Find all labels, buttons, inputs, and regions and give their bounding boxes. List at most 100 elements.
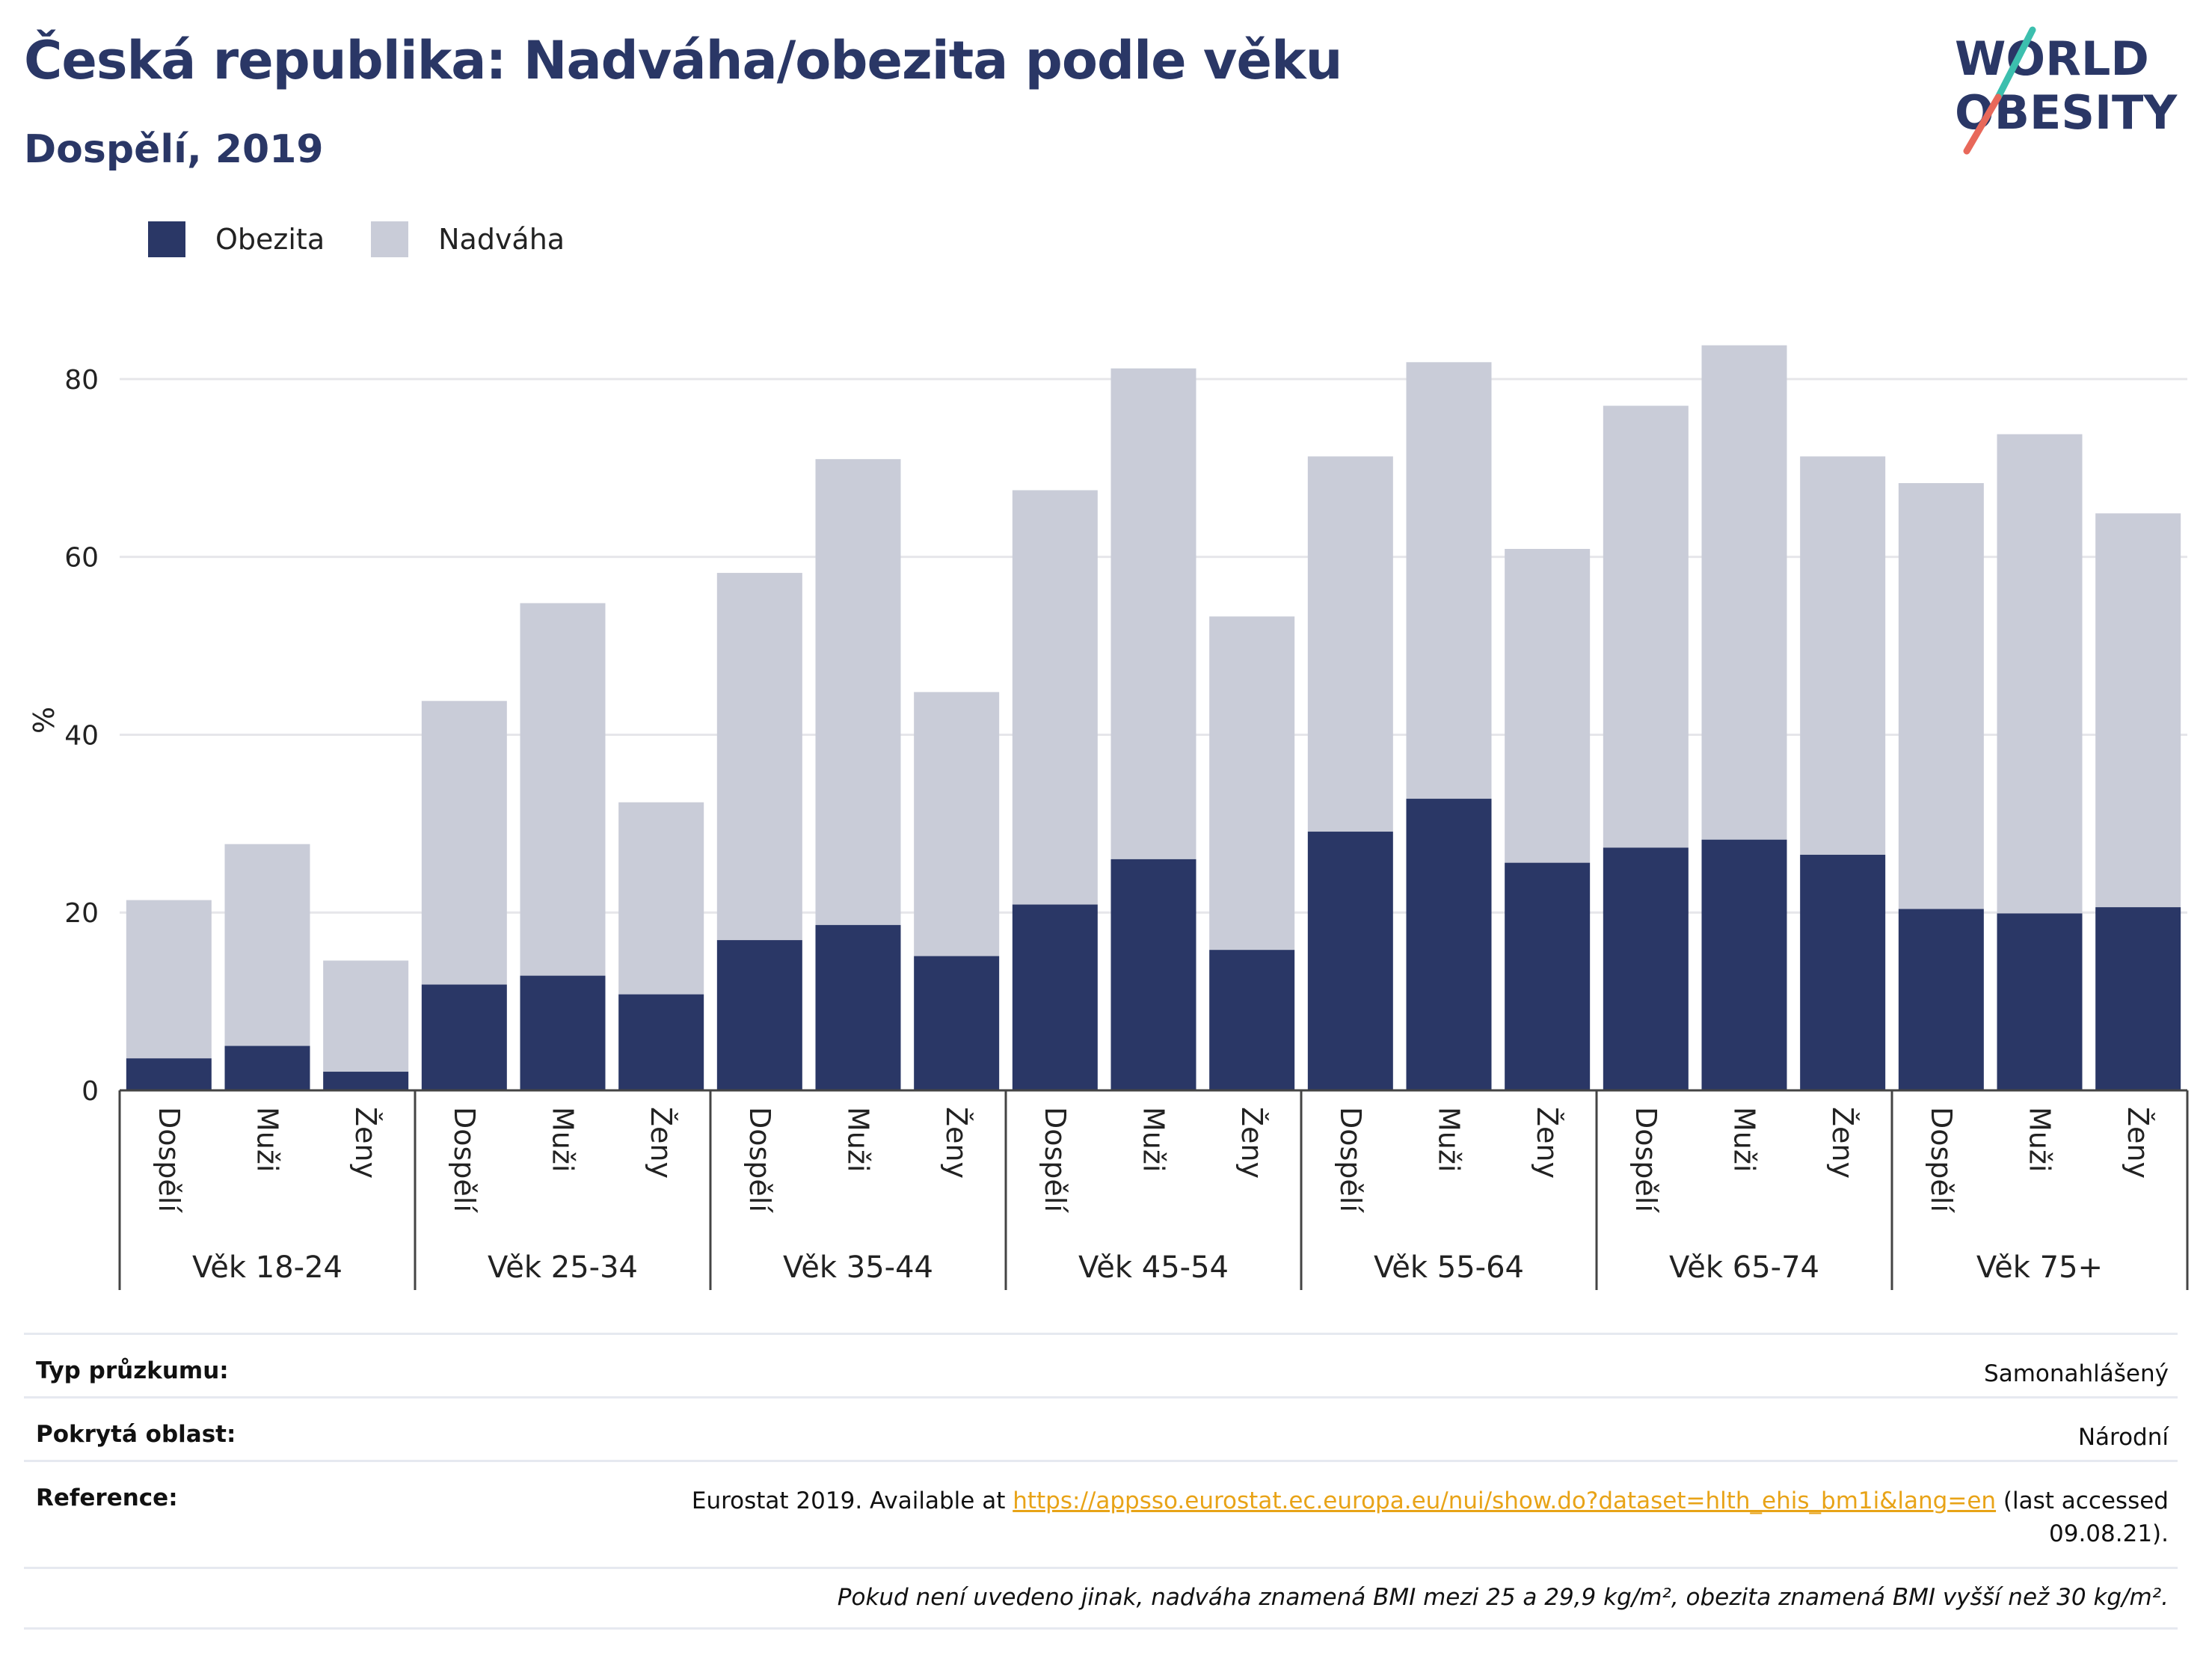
x-subcategory-label: Ženy [1235,1107,1268,1179]
info-row-survey: Typ průzkumu: Samonahlášený [24,1333,2178,1396]
x-subcategory-label: Muži [547,1107,580,1172]
bar-obezita [1406,799,1492,1090]
bar-obezita [1505,862,1591,1090]
bar-obezita [1701,839,1787,1090]
x-subcategory-label: Muži [1433,1107,1466,1172]
x-subcategory-label: Muži [1137,1107,1170,1172]
x-group-label: Věk 25-34 [488,1250,638,1285]
bar-obezita [1307,832,1393,1090]
x-subcategory-label: Ženy [2122,1107,2154,1179]
x-subcategory-label: Ženy [349,1107,382,1179]
bar-obezita [716,940,802,1090]
bar-nadvaha [914,692,1000,957]
x-subcategory-label: Muži [1728,1107,1761,1172]
x-group-label: Věk 75+ [1976,1250,2103,1285]
x-subcategory-label: Dospělí [1925,1107,1958,1213]
bar-nadvaha [1012,490,1098,905]
page-subtitle: Dospělí, 2019 [24,127,324,172]
bar-obezita [323,1072,409,1090]
page-title: Česká republika: Nadváha/obezita podle v… [24,30,1342,91]
y-tick-label: 60 [64,543,99,574]
bar-nadvaha [1209,616,1295,951]
bar-nadvaha [421,701,507,985]
world-obesity-logo: WORLD OBESITY [1955,26,2178,155]
info-value-reference: Eurostat 2019. Available at https://apps… [598,1484,2169,1550]
bar-nadvaha [1800,456,1886,855]
bar-nadvaha [1997,434,2083,914]
legend-swatch-nadvaha [371,221,409,257]
x-subcategory-label: Muži [842,1107,875,1172]
x-subcategory-label: Ženy [940,1107,973,1179]
info-row-coverage: Pokrytá oblast: Národní [24,1396,2178,1460]
info-table: Typ průzkumu: Samonahlášený Pokrytá obla… [24,1333,2178,1630]
logo-line1: WORLD [1955,31,2149,86]
x-subcategory-label: Dospělí [743,1107,776,1213]
bar-obezita [421,984,507,1090]
y-tick-label: 40 [64,720,99,751]
bar-nadvaha [1505,548,1591,863]
bar-nadvaha [1898,482,1984,909]
bar-obezita [618,994,704,1090]
legend-label-obezita: Obezita [215,223,325,256]
bar-nadvaha [618,802,704,995]
info-key-survey: Typ průzkumu: [36,1357,229,1384]
info-value-survey: Samonahlášený [1984,1360,2169,1387]
bar-nadvaha [1701,345,1787,840]
x-group-label: Věk 65-74 [1669,1250,1819,1285]
legend-item-nadvaha[interactable]: Nadváha [371,221,565,257]
reference-prefix: Eurostat 2019. Available at [691,1487,1013,1514]
info-value-coverage: Národní [2077,1424,2169,1451]
bar-nadvaha [323,960,409,1072]
bar-obezita [914,956,1000,1090]
bar-obezita [1997,913,2083,1090]
x-subcategory-label: Dospělí [448,1107,481,1213]
bar-nadvaha [126,900,212,1059]
bar-chart: 0 20 40 60 80% Dospělí Muži Ženy Dospělí Muži Ženy… [28,345,2189,1290]
logo-slash-top [1994,26,2036,101]
legend-swatch-obezita [148,221,185,257]
x-subcategory-label: Muži [251,1107,284,1172]
reference-suffix: (last accessed 09.08.21). [1996,1487,2169,1547]
legend-item-obezita[interactable]: Obezita [148,221,325,257]
x-subcategory-label: Dospělí [153,1107,185,1213]
x-subcategory-label: Ženy [1531,1107,1564,1179]
bar-obezita [1898,909,1984,1090]
x-subcategory-label: Ženy [645,1107,678,1179]
y-tick-label: 20 [64,898,99,929]
bar-nadvaha [1603,405,1689,848]
bar-obezita [1110,859,1196,1090]
x-group-label: Věk 45-54 [1078,1250,1229,1285]
y-axis-label: % [28,707,61,734]
bar-nadvaha [2095,513,2181,908]
reference-link[interactable]: https://appsso.eurostat.ec.europa.eu/nui… [1013,1487,1997,1514]
bar-obezita [224,1045,310,1090]
bar-nadvaha [520,603,606,976]
info-key-coverage: Pokrytá oblast: [36,1421,236,1448]
bar-obezita [1209,950,1295,1090]
bar-obezita [1603,847,1689,1090]
x-group-label: Věk 35-44 [783,1250,933,1285]
y-tick-label: 0 [82,1076,99,1107]
bar-nadvaha [1406,362,1492,799]
bar-nadvaha [1110,368,1196,859]
x-subcategory-label: Ženy [1826,1107,1859,1179]
bar-nadvaha [815,458,901,925]
bar-obezita [1012,904,1098,1090]
bmi-note: Pokud není uvedeno jinak, nadváha znamen… [24,1567,2178,1630]
chart-legend: Obezita Nadváha [148,221,611,257]
x-subcategory-label: Dospělí [1039,1107,1072,1213]
bar-nadvaha [224,844,310,1046]
bar-obezita [815,924,901,1090]
x-subcategory-label: Dospělí [1334,1107,1367,1213]
x-group-label: Věk 18-24 [192,1250,342,1285]
bar-nadvaha [1307,456,1393,832]
x-subcategory-label: Dospělí [1629,1107,1662,1213]
bar-obezita [1800,854,1886,1090]
logo-slash-bottom [1963,93,2002,155]
info-key-reference: Reference: [36,1484,178,1511]
bar-obezita [126,1058,212,1090]
x-subcategory-label: Muži [2024,1107,2056,1172]
info-row-reference: Reference: Eurostat 2019. Available at h… [24,1460,2178,1567]
bar-obezita [520,975,606,1090]
x-group-label: Věk 55-64 [1374,1250,1524,1285]
